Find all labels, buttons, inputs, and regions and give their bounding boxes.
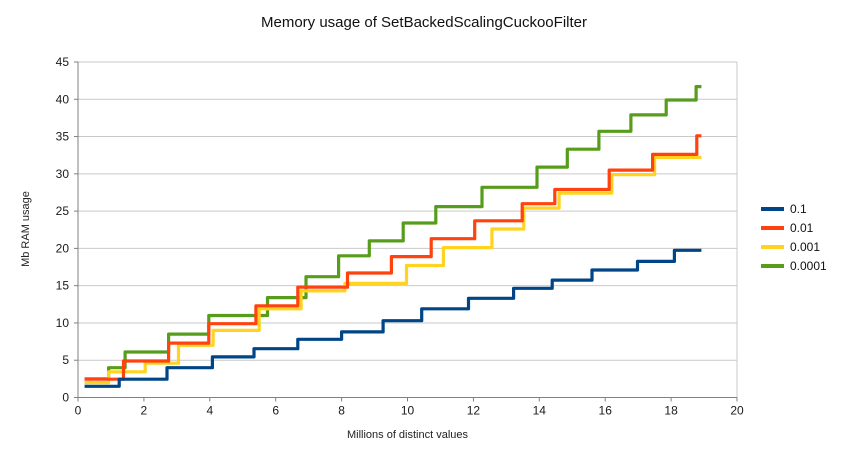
series-line-0_001: [84, 155, 702, 385]
y-tick-label: 30: [56, 167, 70, 181]
y-tick-label: 10: [56, 316, 70, 330]
tick-marks: [74, 61, 738, 402]
series-line-0_01: [84, 134, 702, 381]
y-tick-label: 0: [62, 391, 69, 405]
x-tick-label: 14: [533, 404, 547, 418]
series-line-0_0001: [84, 85, 702, 381]
legend-entry: 0.001: [761, 237, 827, 256]
legend-swatch: [761, 225, 784, 230]
y-tick-label: 25: [56, 204, 70, 218]
series-lines: [84, 85, 702, 388]
legend-label: 0.0001: [790, 258, 827, 273]
legend: 0.1 0.01 0.001 0.0001: [761, 199, 827, 275]
y-tick-label: 40: [56, 92, 70, 106]
chart-title: Memory usage of SetBackedScalingCuckooFi…: [261, 14, 587, 31]
x-tick-label: 18: [664, 404, 678, 418]
y-tick-label: 15: [56, 279, 70, 293]
legend-entry: 0.1: [761, 199, 827, 218]
y-tick-label: 45: [56, 55, 70, 69]
x-tick-label: 16: [599, 404, 613, 418]
x-tick-label: 20: [730, 404, 744, 418]
x-tick-label: 8: [338, 404, 345, 418]
x-tick-label: 0: [75, 404, 82, 418]
series-line-0_1: [84, 248, 702, 388]
tick-labels: 0 2 4 6 8 10 12 14 16 18 20 0 5 10 15 20 25 30 35 40 45: [56, 55, 744, 418]
legend-entry: 0.01: [761, 218, 827, 237]
y-tick-label: 20: [56, 241, 70, 255]
legend-swatch: [761, 263, 784, 268]
legend-swatch: [761, 244, 784, 249]
legend-swatch: [761, 206, 784, 211]
x-tick-label: 6: [272, 404, 279, 418]
legend-entry: 0.0001: [761, 256, 827, 275]
x-tick-label: 12: [467, 404, 481, 418]
y-axis-title: Mb RAM usage: [20, 191, 32, 267]
axes: [77, 62, 737, 398]
x-tick-label: 2: [141, 404, 148, 418]
x-axis-title: Millions of distinct values: [346, 429, 469, 441]
legend-label: 0.001: [790, 239, 821, 254]
legend-label: 0.01: [790, 220, 814, 235]
y-tick-label: 5: [62, 353, 69, 367]
gridlines: [78, 61, 738, 398]
x-tick-label: 4: [206, 404, 213, 418]
legend-label: 0.1: [790, 201, 807, 216]
x-tick-label: 10: [401, 404, 415, 418]
y-tick-label: 35: [56, 130, 70, 144]
